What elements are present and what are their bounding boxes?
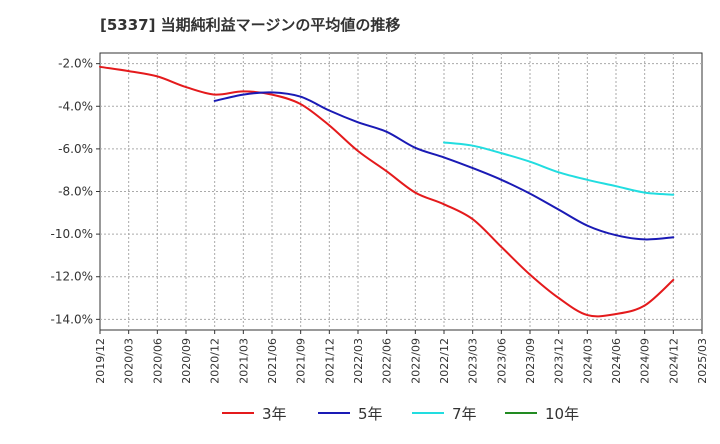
x-tick-label: 2021/03 bbox=[237, 338, 250, 384]
x-tick-label: 2024/06 bbox=[610, 338, 623, 384]
chart-title: [5337] 当期純利益マージンの平均値の推移 bbox=[100, 16, 401, 34]
x-tick-label: 2020/09 bbox=[180, 338, 193, 384]
x-tick-label: 2023/09 bbox=[524, 338, 537, 384]
y-tick-label: -12.0% bbox=[51, 270, 93, 284]
y-tick-label: -8.0% bbox=[58, 185, 93, 199]
y-tick-label: -14.0% bbox=[51, 312, 93, 326]
x-tick-label: 2020/12 bbox=[209, 338, 222, 384]
x-tick-label: 2024/03 bbox=[581, 338, 594, 384]
x-tick-label: 2021/06 bbox=[266, 338, 279, 384]
legend-label: 5年 bbox=[358, 405, 383, 423]
x-tick-label: 2023/06 bbox=[495, 338, 508, 384]
x-tick-label: 2025/03 bbox=[696, 338, 709, 384]
x-tick-label: 2024/12 bbox=[667, 338, 680, 384]
y-tick-label: -10.0% bbox=[51, 227, 93, 241]
y-tick-label: -2.0% bbox=[58, 57, 93, 71]
series-line-7年 bbox=[443, 141, 675, 196]
x-tick-label: 2024/09 bbox=[639, 338, 652, 384]
legend-label: 3年 bbox=[262, 405, 287, 423]
x-tick-label: 2022/06 bbox=[381, 338, 394, 384]
x-tick-label: 2019/12 bbox=[94, 338, 107, 384]
x-tick-label: 2022/03 bbox=[352, 338, 365, 384]
x-tick-label: 2023/12 bbox=[553, 338, 566, 384]
x-tick-label: 2020/06 bbox=[151, 338, 164, 384]
series-line-5年 bbox=[213, 91, 675, 241]
x-tick-label: 2021/12 bbox=[323, 338, 336, 384]
x-tick-label: 2021/09 bbox=[295, 338, 308, 384]
legend-label: 10年 bbox=[545, 405, 579, 423]
series-line-3年 bbox=[99, 65, 675, 318]
x-tick-label: 2022/12 bbox=[438, 338, 451, 384]
y-tick-label: -4.0% bbox=[58, 99, 93, 113]
x-tick-label: 2022/09 bbox=[409, 338, 422, 384]
x-tick-label: 2023/03 bbox=[467, 338, 480, 384]
x-tick-label: 2020/03 bbox=[123, 338, 136, 384]
legend-label: 7年 bbox=[452, 405, 477, 423]
y-tick-label: -6.0% bbox=[58, 142, 93, 156]
